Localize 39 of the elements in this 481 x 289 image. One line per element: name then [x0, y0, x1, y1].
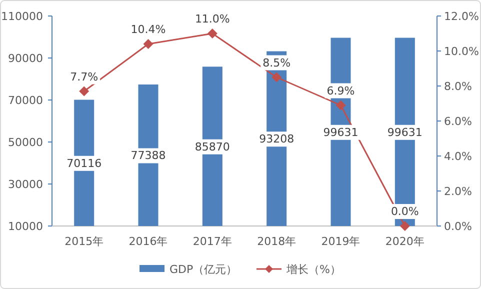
x-tick-label: 2016年 [128, 235, 168, 248]
y-tick-label: 50000 [8, 136, 43, 149]
point [207, 28, 218, 38]
point [79, 86, 90, 96]
point [272, 72, 282, 82]
y2-tick-label: 2.0% [444, 185, 472, 198]
y2-tick-label: 6.0% [444, 115, 472, 128]
data-label: 10.4% [130, 23, 166, 36]
x-tick-label: 2019年 [321, 235, 360, 248]
y-tick-label: 90000 [8, 52, 43, 65]
y2-tick-label: 0.0% [444, 220, 472, 233]
y-tick-label: 110000 [1, 10, 43, 23]
x-tick-label: 2020年 [385, 235, 424, 248]
x-tick-label: 2018年 [257, 235, 296, 248]
y2-tick-label: 10.0% [444, 45, 479, 58]
data-label: 70116 [66, 156, 102, 170]
x-tick-label: 2017年 [192, 235, 232, 248]
legend-label: 增长（%） [286, 263, 341, 276]
x-tick-label: 2015年 [64, 235, 104, 248]
y-tick-label: 30000 [8, 178, 43, 191]
data-label: 85870 [194, 140, 230, 154]
data-label: 99631 [387, 126, 422, 139]
data-label: 77388 [130, 149, 166, 162]
point [400, 221, 410, 231]
data-label: 99631 [323, 126, 358, 139]
y2-tick-label: 8.0% [444, 80, 472, 93]
data-label: 93208 [259, 132, 294, 146]
data-label: 8.5% [262, 56, 291, 70]
y2-tick-label: 4.0% [444, 150, 472, 163]
data-label: 7.7% [70, 70, 98, 84]
y-tick-label: 10000 [8, 220, 43, 233]
point [336, 100, 346, 110]
data-label: 11.0% [194, 12, 230, 26]
y-tick-label: 70000 [8, 94, 43, 107]
y2-tick-label: 12.0% [444, 10, 479, 23]
data-label: 6.9% [326, 84, 355, 98]
data-label: 0.0% [390, 205, 419, 218]
point [143, 39, 154, 49]
legend-label: GDP（亿元） [170, 263, 238, 276]
